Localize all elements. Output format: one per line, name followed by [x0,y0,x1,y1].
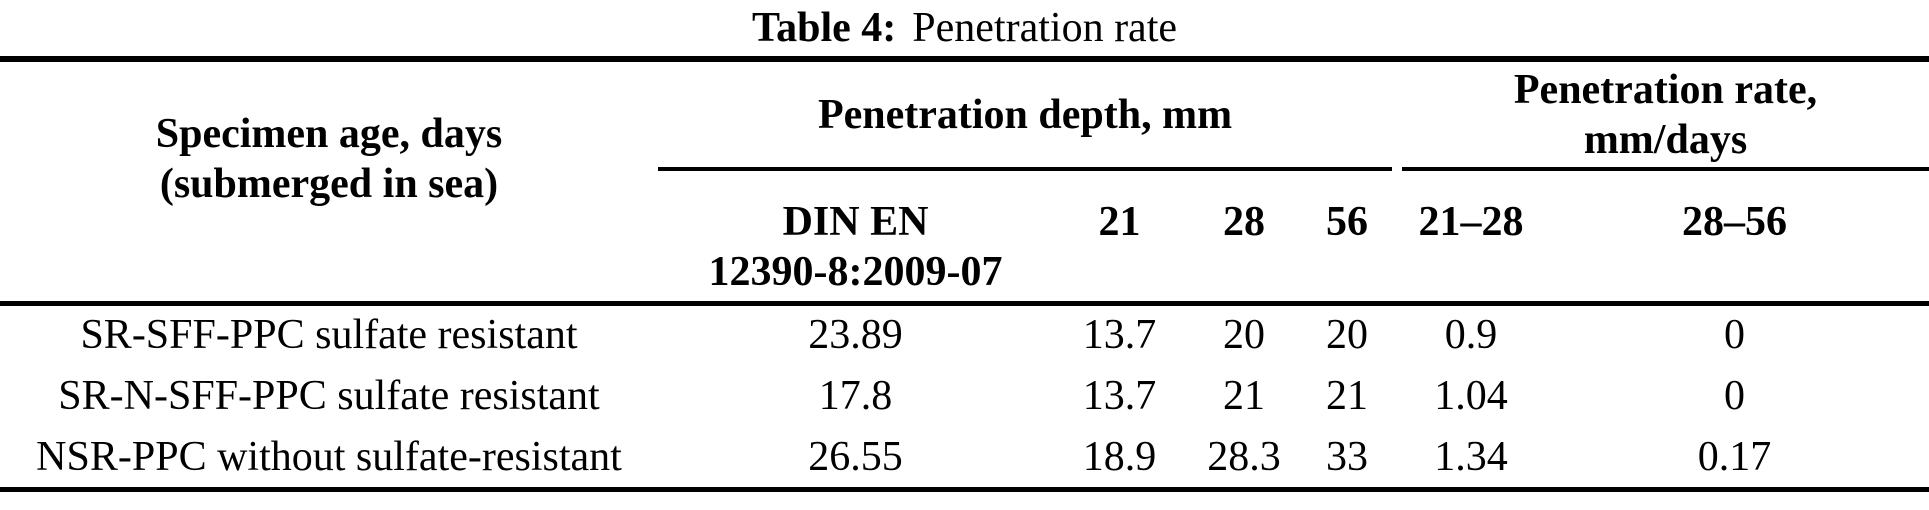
cell-depth-21: 18.9 [1082,433,1157,480]
group-header-penetration-depth: Penetration depth, mm [658,59,1392,171]
sub-header-21-28: 21–28 [1418,199,1524,245]
cell-depth-28: 21 [1223,373,1265,419]
cell-depth-21: 13.7 [1082,312,1157,359]
column-header-specimen-line2: (submerged in sea) [159,161,499,208]
sub-header-din-en-line1: DIN EN [782,199,929,245]
cell-depth-28: 28.3 [1207,433,1281,480]
sub-header-row: DIN EN 12390-8:2009-07 21 28 56 21–28 28… [0,169,1929,303]
cell-din: 26.55 [808,433,903,480]
sub-header-28: 28 [1223,199,1265,245]
cell-specimen: SR-N-SFF-PPC sulfate resistant [58,373,600,419]
cell-depth-21: 13.7 [1082,373,1157,419]
table-row: SR-SFF-PPC sulfate resistant 23.89 13.7 … [0,303,1929,365]
sub-header-gap [1392,169,1402,303]
cell-rate-28-56: 0 [1724,373,1745,419]
cell-depth-56: 20 [1326,312,1368,359]
column-header-specimen: Specimen age, days (submerged in sea) [0,59,658,303]
cell-rate-21-28: 1.04 [1434,373,1508,419]
cell-rate-21-28: 0.9 [1444,312,1498,359]
group-header-penetration-rate-line1: Penetration rate, [1513,66,1818,113]
cell-gap [1392,303,1402,365]
cell-rate-28-56: 0.17 [1697,433,1772,480]
cell-specimen: NSR-PPC without sulfate-resistant [36,433,622,480]
table-caption-title: Penetration rate [912,5,1178,51]
cell-gap [1392,427,1402,489]
cell-din: 23.89 [808,312,903,359]
cell-rate-28-56: 0 [1724,312,1745,359]
sub-header-56: 56 [1326,199,1368,245]
cell-din: 17.8 [818,373,893,419]
group-header-penetration-rate-line2: mm/days [1583,116,1748,163]
cell-rate-21-28: 1.34 [1434,433,1508,480]
sub-header-din-en: DIN EN 12390-8:2009-07 [658,169,1053,303]
cell-depth-56: 33 [1326,433,1368,480]
sub-header-21: 21 [1098,199,1141,245]
group-header-row: Specimen age, days (submerged in sea) Pe… [0,59,1929,207]
cell-depth-28: 20 [1223,312,1265,359]
table-caption: Table 4: Penetration rate [0,0,1929,56]
sub-header-28-56: 28–56 [1682,199,1787,245]
cell-depth-56: 21 [1326,373,1368,419]
group-header-gap [1392,59,1402,169]
cell-gap [1392,365,1402,427]
group-header-penetration-rate: Penetration rate, mm/days [1402,59,1929,171]
table-row: NSR-PPC without sulfate-resistant 26.55 … [0,427,1929,489]
table-row: SR-N-SFF-PPC sulfate resistant 17.8 13.7… [0,365,1929,427]
sub-header-din-en-line2: 12390-8:2009-07 [708,249,1003,295]
penetration-rate-table: Specimen age, days (submerged in sea) Pe… [0,56,1929,492]
column-header-specimen-line1: Specimen age, days [155,111,503,158]
table-caption-label: Table 4: [751,5,897,51]
cell-specimen: SR-SFF-PPC sulfate resistant [80,312,578,359]
